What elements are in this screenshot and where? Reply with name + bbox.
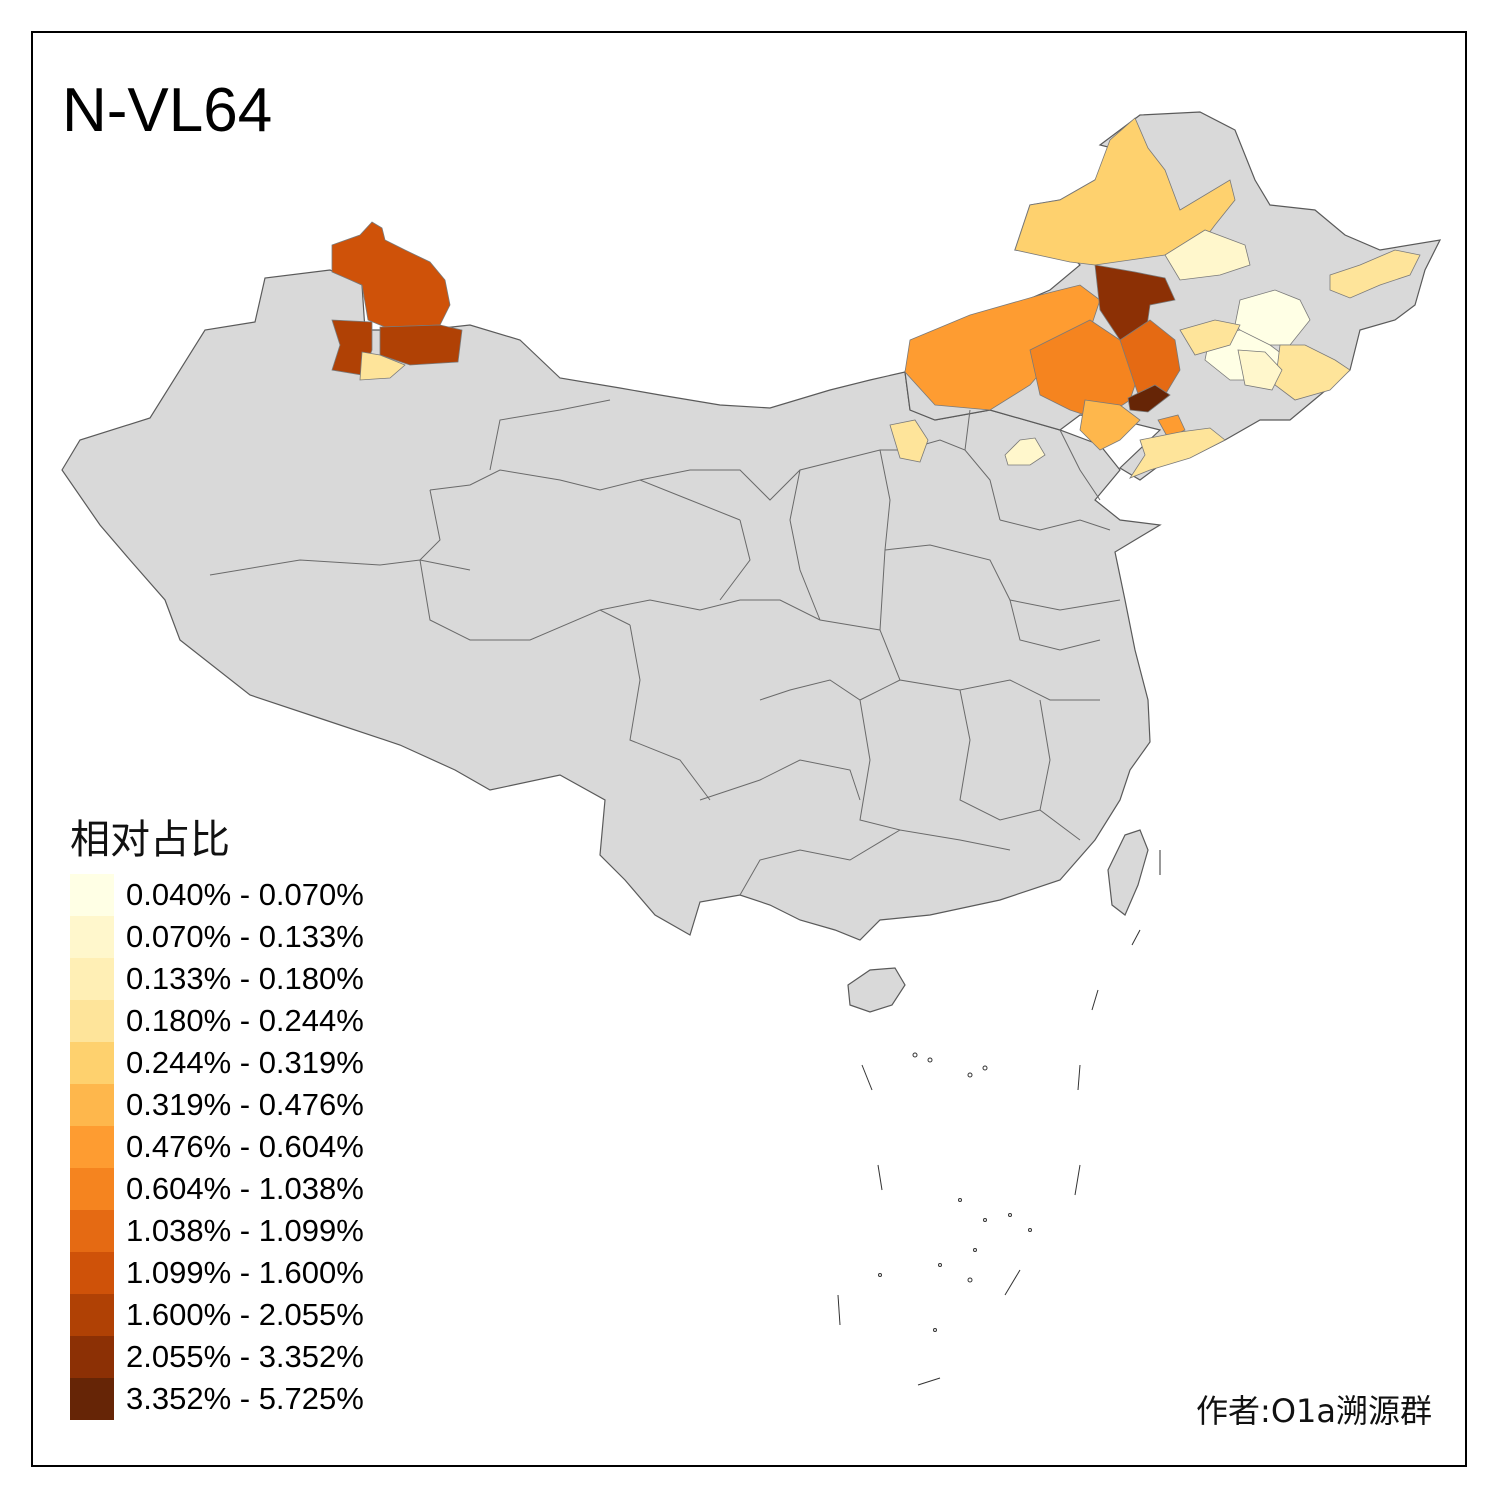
region-xinjiang-north-a: [331, 221, 451, 328]
map-province-borders: [209, 399, 1121, 896]
author-credit: 作者:O1a溯源群: [1196, 1392, 1432, 1430]
legend-row: 0.180% - 0.244%: [70, 1000, 364, 1042]
legend-row: 0.133% - 0.180%: [70, 958, 364, 1000]
region-ne-yellow-b: [1179, 319, 1241, 356]
legend-row: 2.055% - 3.352%: [70, 1336, 364, 1378]
region-ordos: [889, 419, 929, 463]
legend-swatch: [70, 958, 114, 1000]
legend-swatch: [70, 1336, 114, 1378]
legend-label: 3.352% - 5.725%: [126, 1381, 364, 1416]
legend-row: 1.038% - 1.099%: [70, 1210, 364, 1252]
region-ne-yellow-a: [1164, 229, 1251, 281]
legend-row: 0.319% - 0.476%: [70, 1084, 364, 1126]
legend-row: 0.244% - 0.319%: [70, 1042, 364, 1084]
legend-swatch: [70, 1378, 114, 1420]
legend-swatch: [70, 1042, 114, 1084]
legend-swatch: [70, 1294, 114, 1336]
region-ne-yellow-d: [1274, 344, 1351, 401]
legend-title: 相对占比: [70, 817, 230, 863]
region-beijing-area: [1004, 437, 1046, 466]
legend-swatch: [70, 916, 114, 958]
legend-row: 0.040% - 0.070%: [70, 874, 364, 916]
legend-label: 1.099% - 1.600%: [126, 1255, 364, 1290]
legend-label: 0.070% - 0.133%: [126, 919, 364, 954]
map-island-taiwan: [1107, 829, 1149, 916]
region-xilingol: [1094, 264, 1176, 341]
legend-label: 0.180% - 0.244%: [126, 1003, 364, 1038]
legend-label: 0.319% - 0.476%: [126, 1087, 364, 1122]
region-ne-yellow-c: [1329, 249, 1421, 299]
region-chifeng: [1127, 384, 1171, 413]
legend-row: 1.600% - 2.055%: [70, 1294, 364, 1336]
legend-swatch: [70, 874, 114, 916]
region-liaoning-c: [1128, 427, 1226, 479]
legend-row: 0.476% - 0.604%: [70, 1126, 364, 1168]
legend-label: 0.244% - 0.319%: [126, 1045, 364, 1080]
legend-swatch: [70, 1252, 114, 1294]
legend-swatch: [70, 1168, 114, 1210]
legend-swatch: [70, 1084, 114, 1126]
region-xinjiang-north-c: [379, 324, 463, 366]
legend-label: 1.600% - 2.055%: [126, 1297, 364, 1332]
map-colored-regions: [331, 117, 1421, 479]
legend-swatch: [70, 1210, 114, 1252]
legend-row: 1.099% - 1.600%: [70, 1252, 364, 1294]
legend-label: 2.055% - 3.352%: [126, 1339, 364, 1374]
legend-swatch: [70, 1000, 114, 1042]
region-liaoning-a: [1079, 399, 1141, 451]
map-south-sea-islands: [837, 850, 1161, 1386]
legend-label: 0.040% - 0.070%: [126, 877, 364, 912]
legend-label: 1.038% - 1.099%: [126, 1213, 364, 1248]
map-island-hainan: [847, 967, 906, 1013]
legend-row: 3.352% - 5.725%: [70, 1378, 364, 1420]
region-ne-light-c: [1237, 349, 1283, 391]
region-hulunbuir: [1014, 117, 1236, 266]
map-title: N-VL64: [62, 76, 273, 145]
legend-row: 0.070% - 0.133%: [70, 916, 364, 958]
legend-row: 0.604% - 1.038%: [70, 1168, 364, 1210]
legend-label: 0.604% - 1.038%: [126, 1171, 364, 1206]
map-landmass-west: [61, 269, 1162, 941]
legend-label: 0.133% - 0.180%: [126, 961, 364, 996]
legend: 相对占比 0.040% - 0.070% 0.070% - 0.133% 0.1…: [70, 816, 364, 1420]
legend-label: 0.476% - 0.604%: [126, 1129, 364, 1164]
legend-swatch: [70, 1126, 114, 1168]
region-xinjiang-north-d: [359, 351, 406, 381]
